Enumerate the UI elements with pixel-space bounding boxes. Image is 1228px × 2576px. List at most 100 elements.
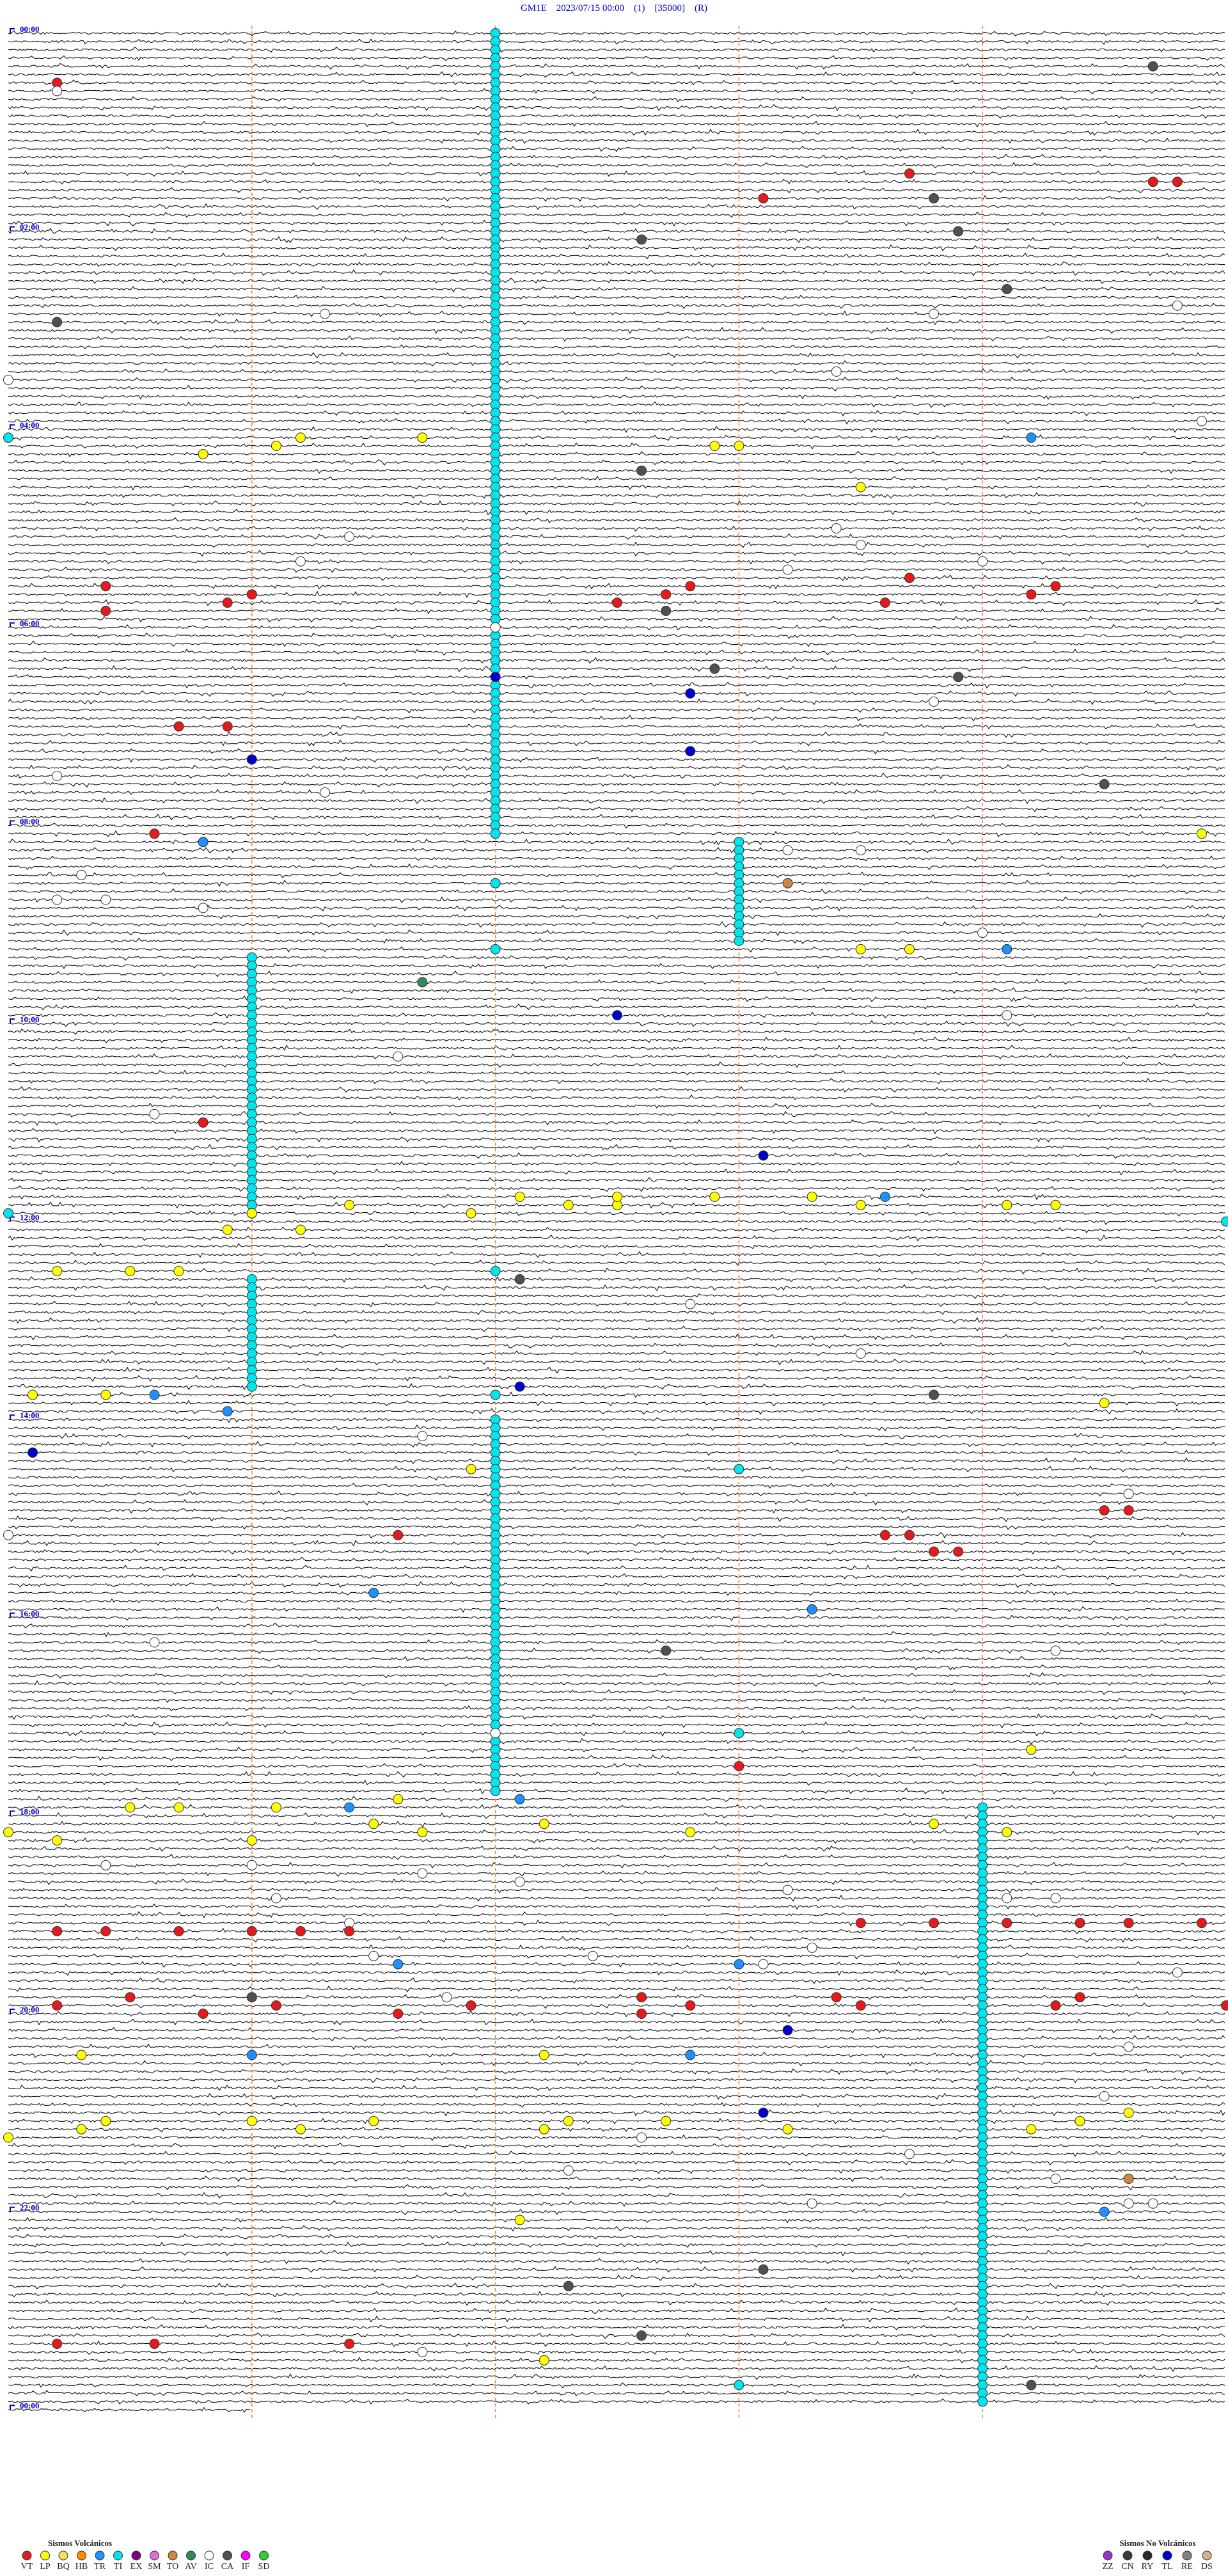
- trace: [8, 715, 1225, 722]
- trace: [8, 1911, 1225, 1918]
- legend-swatch: [77, 2550, 86, 2561]
- event-dot: [198, 837, 209, 848]
- trace: [8, 1309, 1225, 1315]
- trace: [8, 674, 1225, 680]
- event-dot: [1147, 61, 1158, 72]
- event-dot: [100, 2115, 111, 2126]
- trace: [8, 1581, 1225, 1588]
- trace: [8, 113, 1225, 120]
- trace: [8, 2068, 1225, 2075]
- hour-label: 22:00: [20, 2203, 39, 2213]
- event-dot: [417, 977, 428, 988]
- trace: [8, 2043, 1225, 2050]
- trace: [8, 1029, 1225, 1035]
- trace: [8, 1432, 1225, 1440]
- event-dot: [271, 1802, 281, 1813]
- event-dot: [636, 2330, 647, 2341]
- trace: [8, 979, 1225, 985]
- event-dot: [977, 556, 988, 567]
- event-dot: [563, 2115, 574, 2126]
- trace: [8, 2216, 1225, 2224]
- trace: [8, 1754, 1225, 1762]
- trace: [8, 2175, 1225, 2183]
- trace: [8, 1300, 1225, 1308]
- legend-code: CA: [221, 2562, 234, 2572]
- trace: [8, 1152, 1225, 1159]
- trace: [8, 1457, 1225, 1464]
- event-dot: [490, 1389, 501, 1400]
- event-dot: [734, 1728, 744, 1739]
- trace: [8, 1441, 1225, 1448]
- trace: [8, 1449, 1225, 1456]
- trace: [8, 2169, 1225, 2174]
- trace: [8, 1127, 1225, 1135]
- legend-code: TO: [167, 2562, 178, 2572]
- event-dot: [100, 1860, 111, 1870]
- trace: [8, 170, 1225, 177]
- event-dot: [1099, 778, 1110, 789]
- event-dot: [1050, 1893, 1061, 1904]
- legend-swatch: [186, 2550, 196, 2561]
- event-dot: [904, 944, 915, 954]
- event-dot: [904, 573, 915, 583]
- trace: [8, 2002, 1225, 2009]
- event-dot: [149, 1637, 160, 1648]
- event-dot: [807, 1604, 817, 1615]
- trace: [8, 434, 1225, 441]
- page-title: GM1E 2023/07/15 00:00 (1) [35000] (R): [521, 3, 707, 13]
- trace: [8, 517, 1225, 524]
- trace: [8, 772, 1225, 779]
- trace: [8, 294, 1225, 300]
- event-dot: [904, 168, 915, 179]
- event-dot: [344, 1802, 355, 1813]
- event-dot: [563, 1199, 574, 1210]
- trace: [8, 1730, 1225, 1737]
- event-dot: [1172, 1967, 1183, 1978]
- event-dot: [417, 1827, 428, 1838]
- trace: [8, 1210, 1225, 1217]
- legend-swatch: [1202, 2550, 1212, 2561]
- trace: [8, 1168, 1225, 1176]
- event-dot: [612, 597, 622, 608]
- event-dot: [173, 721, 184, 732]
- event-dot: [661, 1645, 672, 1656]
- trace: [8, 1985, 1225, 1993]
- trace: [8, 235, 1225, 243]
- event-dot: [855, 845, 866, 856]
- trace: [8, 2291, 1225, 2298]
- legend-title: Sismos Volcánicos: [48, 2538, 112, 2548]
- event-dot: [1147, 177, 1158, 187]
- event-dot: [222, 597, 233, 608]
- event-dot: [1002, 1199, 1012, 1210]
- legend-code: TL: [1161, 2562, 1172, 2572]
- event-dot: [1196, 1918, 1207, 1929]
- legend-code: DS: [1201, 2562, 1213, 2572]
- trace: [8, 1631, 1225, 1638]
- event-dot: [734, 1959, 744, 1970]
- trace: [8, 2323, 1225, 2331]
- trace: [8, 1780, 1225, 1786]
- trace: [8, 1226, 1225, 1233]
- event-dot: [782, 564, 793, 575]
- event-dot: [246, 1926, 257, 1936]
- trace: [8, 2282, 1225, 2289]
- hour-labels: 00:00 02:00 04:00 06:00 08:00 10:00 12:00 14:00…: [10, 24, 39, 2410]
- event-dot: [929, 193, 940, 203]
- event-dot: [198, 1117, 209, 1128]
- trace: [8, 1927, 1225, 1934]
- event-dot: [685, 581, 696, 592]
- event-dot: [149, 2339, 160, 2349]
- event-dot: [393, 1529, 404, 1540]
- trace: [8, 640, 1225, 647]
- event-dot: [125, 1802, 136, 1813]
- trace: [8, 880, 1225, 887]
- trace: [8, 698, 1225, 706]
- trace: [8, 1821, 1225, 1828]
- trace: [8, 1664, 1225, 1671]
- tremor-dot: [734, 936, 744, 946]
- event-dot: [417, 432, 428, 443]
- trace: [8, 1045, 1225, 1051]
- event-dot: [514, 1191, 525, 1202]
- trace: [8, 1713, 1225, 1720]
- trace: [8, 162, 1225, 169]
